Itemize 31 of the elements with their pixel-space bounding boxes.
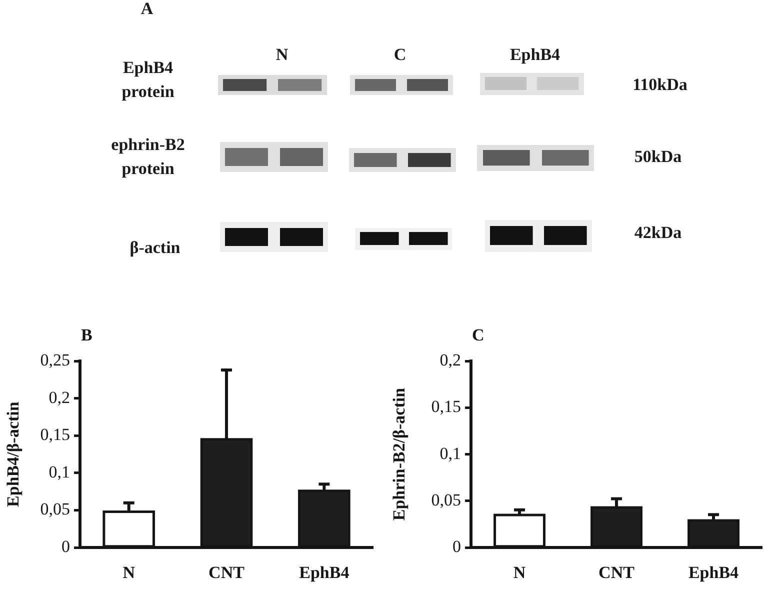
x-tick-label: CNT	[598, 563, 636, 582]
x-tick-label: N	[513, 563, 526, 582]
y-tick-label: 0,1	[440, 444, 461, 463]
y-tick-label: 0	[452, 537, 461, 556]
y-axis-title: Ephrin-B2/β-actin	[390, 387, 409, 521]
y-tick-label: 0,2	[48, 388, 70, 407]
y-tick-label: 0	[62, 537, 70, 556]
text: N	[276, 44, 288, 66]
y-tick-label: 0,1	[48, 462, 70, 482]
text: EphB4 protein	[120, 57, 176, 103]
text: A	[140, 0, 154, 20]
text: C	[394, 44, 406, 66]
chart-title: C	[472, 325, 484, 344]
y-tick-label: 0,2	[440, 350, 461, 370]
text: 42kDa	[634, 222, 682, 244]
x-tick-label: EphB4	[299, 563, 350, 582]
y-tick-label: 0,05	[40, 500, 70, 519]
y-axis-title: EphB4/β-actin	[4, 401, 23, 507]
y-tick-label: 0,15	[40, 425, 70, 444]
y-tick-label: 0,05	[431, 490, 461, 510]
y-tick-label: 0,25	[40, 350, 70, 370]
text: 50kDa	[634, 146, 682, 168]
x-tick-label: CNT	[208, 563, 246, 582]
chart-title: B	[81, 325, 92, 344]
text: EphB4	[510, 44, 560, 66]
text: ephrin-B2 protein	[110, 134, 186, 180]
x-tick-label: EphB4	[688, 563, 740, 582]
text: 110kDa	[632, 74, 688, 96]
text: β-actin	[130, 237, 180, 259]
y-tick-label: 0,15	[431, 397, 461, 416]
x-tick-label: N	[122, 563, 136, 582]
